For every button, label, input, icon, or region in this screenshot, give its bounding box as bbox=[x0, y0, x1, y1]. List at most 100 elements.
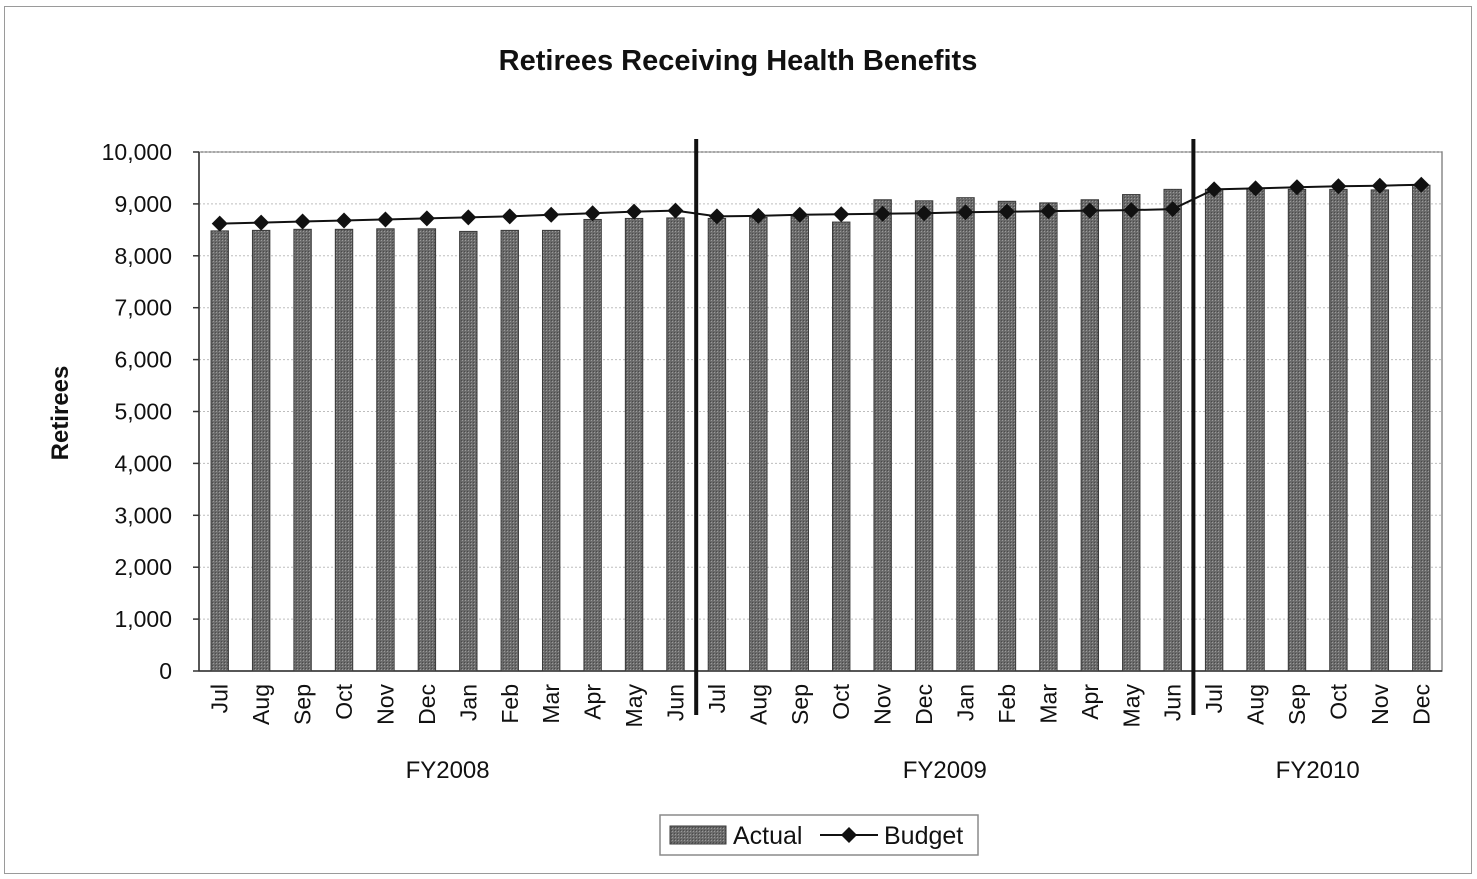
budget-marker-24 bbox=[1206, 181, 1223, 198]
budget-marker-29 bbox=[1413, 176, 1430, 193]
legend-actual-label: Actual bbox=[733, 822, 802, 850]
x-tick-label: Sep bbox=[787, 684, 813, 725]
legend-actual-swatch bbox=[669, 825, 727, 845]
y-tick-label: 6,000 bbox=[114, 347, 172, 373]
bar-actual-mar-20 bbox=[1039, 202, 1058, 672]
budget-marker-22 bbox=[1123, 202, 1140, 219]
bar-actual-dec-29 bbox=[1412, 184, 1431, 672]
budget-marker-12 bbox=[708, 208, 725, 225]
y-tick-label: 2,000 bbox=[114, 554, 172, 580]
bar-actual-aug-25 bbox=[1246, 187, 1265, 672]
budget-marker-16 bbox=[874, 205, 891, 222]
budget-marker-14 bbox=[791, 206, 808, 223]
x-tick-label: Nov bbox=[870, 684, 896, 725]
y-tick-label: 4,000 bbox=[114, 450, 172, 476]
bar-actual-nov-16 bbox=[873, 199, 892, 672]
budget-marker-19 bbox=[998, 203, 1015, 220]
bar-actual-feb-7 bbox=[500, 229, 519, 672]
budget-marker-5 bbox=[418, 210, 435, 227]
x-tick-label: Aug bbox=[745, 684, 771, 725]
budget-marker-11 bbox=[667, 202, 684, 219]
bar-actual-apr-21 bbox=[1080, 199, 1100, 672]
bar-actual-dec-17 bbox=[914, 200, 934, 672]
budget-marker-13 bbox=[750, 207, 767, 224]
budget-marker-21 bbox=[1081, 202, 1098, 219]
legend: Actual Budget bbox=[659, 814, 979, 856]
x-tick-label: May bbox=[1118, 684, 1144, 728]
bar-actual-jul-24 bbox=[1204, 188, 1224, 672]
budget-marker-15 bbox=[833, 206, 850, 223]
bar-actual-sep-14 bbox=[790, 215, 809, 672]
y-tick-label: 8,000 bbox=[114, 243, 172, 269]
budget-marker-28 bbox=[1371, 177, 1388, 194]
y-tick-label: 3,000 bbox=[114, 502, 172, 528]
x-tick-label: Dec bbox=[414, 684, 440, 725]
budget-marker-27 bbox=[1330, 178, 1347, 195]
bar-actual-apr-9 bbox=[583, 218, 602, 672]
x-tick-label: Mar bbox=[1035, 684, 1061, 724]
budget-marker-25 bbox=[1247, 180, 1264, 197]
budget-marker-3 bbox=[336, 212, 353, 229]
x-tick-label: Apr bbox=[1077, 684, 1103, 720]
chart-title: Retirees Receiving Health Benefits bbox=[499, 45, 978, 77]
budget-marker-0 bbox=[211, 215, 228, 232]
x-tick-label: Feb bbox=[994, 684, 1020, 724]
budget-marker-8 bbox=[543, 206, 560, 223]
x-tick-label: Aug bbox=[248, 684, 274, 725]
budget-marker-23 bbox=[1164, 201, 1181, 218]
x-tick-label: Jan bbox=[953, 684, 979, 721]
bar-actual-nov-4 bbox=[376, 228, 395, 672]
budget-marker-20 bbox=[1040, 203, 1057, 220]
x-tick-label: Jun bbox=[1160, 684, 1186, 721]
x-tick-label: Oct bbox=[828, 683, 854, 719]
fiscal-year-label: FY2010 bbox=[1276, 757, 1360, 784]
budget-marker-1 bbox=[253, 214, 270, 231]
bar-actual-feb-19 bbox=[997, 200, 1017, 672]
x-tick-label: Jul bbox=[704, 684, 730, 713]
bar-actual-jul-12 bbox=[707, 217, 727, 672]
fiscal-year-label: FY2008 bbox=[406, 757, 490, 784]
legend-budget-marker bbox=[841, 827, 857, 843]
budget-marker-4 bbox=[377, 211, 394, 228]
bar-actual-dec-5 bbox=[417, 228, 437, 672]
bar-actual-jun-11 bbox=[666, 217, 685, 672]
x-tick-label: Mar bbox=[538, 684, 564, 724]
budget-marker-7 bbox=[501, 208, 518, 225]
bar-actual-oct-3 bbox=[334, 228, 354, 672]
y-tick-label: 0 bbox=[159, 658, 172, 684]
x-tick-label: Sep bbox=[290, 684, 316, 725]
y-tick-label: 10,000 bbox=[102, 139, 172, 165]
x-tick-label: Jan bbox=[455, 684, 481, 721]
y-tick-label: 5,000 bbox=[114, 399, 172, 425]
x-tick-label: Dec bbox=[911, 684, 937, 725]
bar-actual-jul-0 bbox=[210, 230, 229, 672]
x-tick-label: Sep bbox=[1284, 684, 1310, 725]
budget-marker-26 bbox=[1288, 179, 1305, 196]
bar-actual-jun-23 bbox=[1163, 188, 1182, 672]
bar-actual-may-10 bbox=[624, 217, 644, 672]
x-tick-label: Aug bbox=[1243, 684, 1269, 725]
x-tick-label: Oct bbox=[331, 683, 357, 719]
budget-marker-2 bbox=[294, 213, 311, 230]
y-tick-label: 1,000 bbox=[114, 606, 172, 632]
y-tick-label: 9,000 bbox=[114, 191, 172, 217]
budget-marker-17 bbox=[916, 205, 933, 222]
bar-actual-sep-2 bbox=[293, 228, 312, 672]
x-tick-label: Jul bbox=[207, 684, 233, 713]
bar-actual-aug-13 bbox=[749, 216, 768, 672]
bar-actual-nov-28 bbox=[1370, 189, 1390, 672]
y-tick-label: 7,000 bbox=[114, 295, 172, 321]
bar-actual-mar-8 bbox=[541, 229, 561, 672]
bar-actual-sep-26 bbox=[1287, 188, 1307, 672]
x-tick-label: May bbox=[621, 684, 647, 728]
x-tick-label: Jun bbox=[662, 684, 688, 721]
fiscal-year-label: FY2009 bbox=[903, 757, 987, 784]
budget-marker-10 bbox=[626, 203, 643, 220]
budget-marker-9 bbox=[584, 205, 601, 222]
x-tick-label: Oct bbox=[1325, 683, 1351, 719]
budget-marker-6 bbox=[460, 209, 477, 226]
bar-actual-may-22 bbox=[1122, 194, 1141, 672]
legend-budget-label: Budget bbox=[884, 822, 963, 850]
x-tick-label: Dec bbox=[1408, 684, 1434, 725]
